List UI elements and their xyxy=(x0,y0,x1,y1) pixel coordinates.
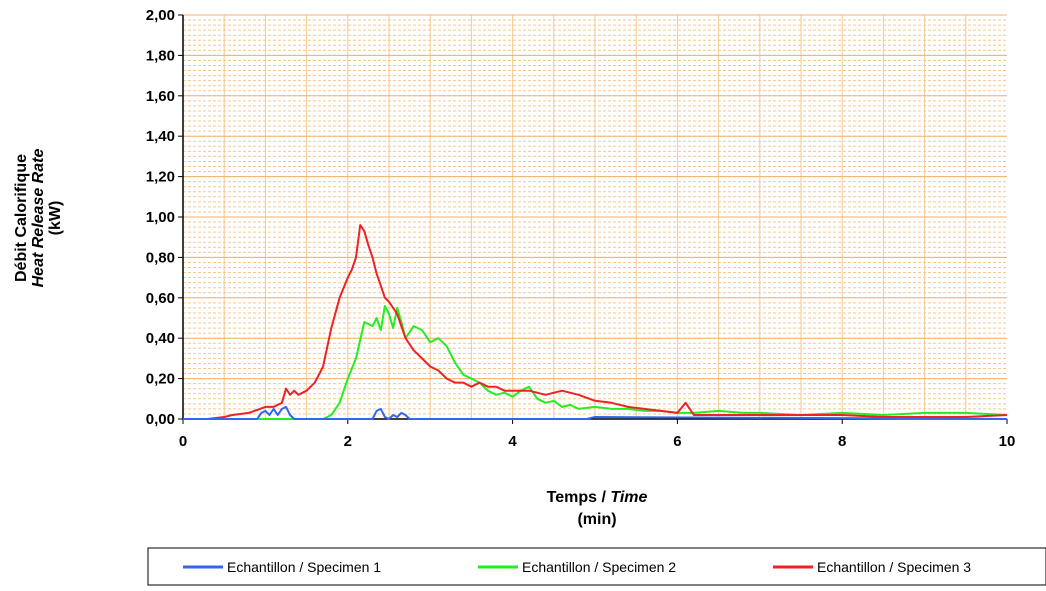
y-tick-label: 0,80 xyxy=(146,249,175,266)
x-tick-label: 10 xyxy=(999,433,1016,450)
y-tick-label: 1,80 xyxy=(146,47,175,64)
x-tick-label: 2 xyxy=(344,433,352,450)
series-lines xyxy=(183,224,1008,420)
grid xyxy=(183,14,1007,419)
y-tick-label: 1,40 xyxy=(146,128,175,145)
y-tick-label: 0,00 xyxy=(146,411,175,428)
tick-labels: 0,00 0,20 0,40 0,60 0,80 1,00 1,20 1,40 1,60 1,80… xyxy=(146,7,1016,450)
x-tick-label: 4 xyxy=(508,433,517,450)
y-tick-label: 1,00 xyxy=(146,209,175,226)
series-line-specimen-1 xyxy=(183,405,1008,420)
axes xyxy=(178,14,1008,424)
y-tick-label: 2,00 xyxy=(146,7,175,24)
legend: Echantillon / Specimen 1 Echantillon / S… xyxy=(147,547,1046,586)
series-line-specimen-3 xyxy=(183,224,1008,420)
x-tick-label: 6 xyxy=(673,433,681,450)
y-axis-title-line1: Débit Calorifique xyxy=(13,154,30,282)
x-axis-title: Temps / Time (min) xyxy=(547,489,648,528)
y-axis-title-line2: Heat Release Rate xyxy=(30,149,47,288)
x-tick-label: 0 xyxy=(179,433,187,450)
x-axis-title-b: Time xyxy=(610,489,647,506)
y-tick-label: 0,40 xyxy=(146,330,175,347)
y-tick-label: 1,20 xyxy=(146,169,175,186)
x-axis-title-line2: (min) xyxy=(577,511,616,528)
x-axis-title-a: Temps / xyxy=(547,489,611,506)
y-axis-title: Débit Calorifique Heat Release Rate (kW) xyxy=(13,149,64,288)
y-tick-label: 0,20 xyxy=(146,371,175,388)
legend-box xyxy=(147,547,1046,586)
legend-label-2: Echantillon / Specimen 2 xyxy=(522,559,676,575)
legend-label-3: Echantillon / Specimen 3 xyxy=(817,559,971,575)
x-tick-label: 8 xyxy=(838,433,846,450)
x-axis-title-line1: Temps / Time xyxy=(547,489,648,506)
legend-label-1: Echantillon / Specimen 1 xyxy=(227,559,381,575)
y-tick-label: 1,60 xyxy=(146,88,175,105)
y-tick-label: 0,60 xyxy=(146,290,175,307)
series-line-specimen-2 xyxy=(183,304,1008,420)
y-axis-title-line3: (kW) xyxy=(47,201,64,236)
